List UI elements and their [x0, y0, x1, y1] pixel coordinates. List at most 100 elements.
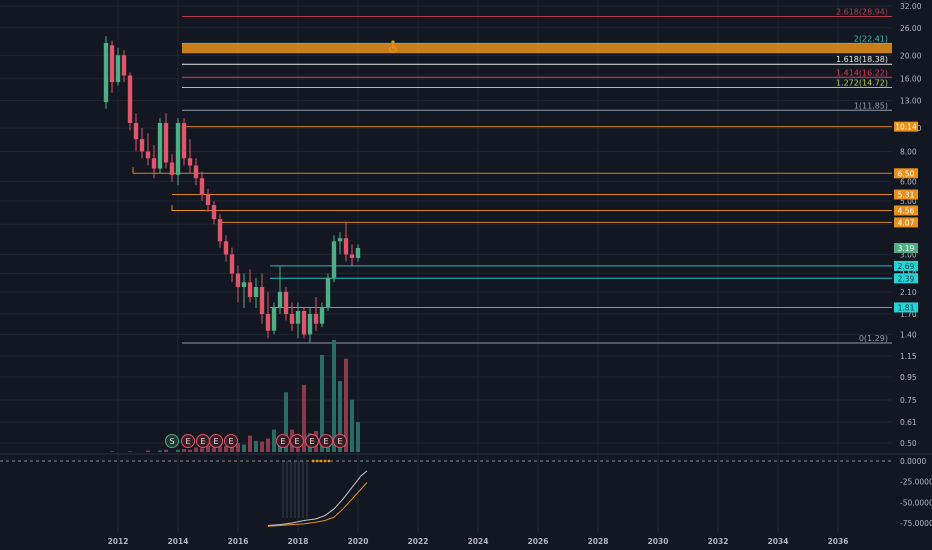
volume-bar [146, 450, 150, 452]
event-marker-earnings[interactable]: E [290, 434, 304, 448]
candle-body [103, 42, 109, 103]
volume-bar [254, 440, 258, 452]
candle-body [181, 122, 187, 159]
event-marker-earnings[interactable]: E [276, 434, 290, 448]
x-axis-tick-label: 2036 [828, 537, 849, 546]
candle-body [205, 194, 211, 206]
x-axis-tick-label: 2016 [228, 537, 249, 546]
candle-body [193, 165, 199, 179]
price-tag [894, 121, 918, 132]
volume-bar [272, 429, 276, 452]
horizontal-levels[interactable] [132, 126, 892, 308]
accessibility-icon[interactable] [389, 40, 398, 53]
candle-body [307, 314, 313, 335]
price-tag [894, 168, 918, 179]
event-marker-earnings[interactable]: E [224, 434, 238, 448]
event-marker-label: E [323, 437, 328, 446]
price-axis-tick-label: 16.00 [900, 75, 922, 84]
event-marker-earnings[interactable]: E [305, 434, 319, 448]
candle-body [325, 277, 331, 309]
event-marker-circle [209, 434, 223, 448]
volume-bar [302, 384, 306, 452]
price-axis-tick-label: 1.40 [900, 330, 917, 339]
fibonacci-levels[interactable]: 2.618(28.94) 2(22.41) 1.618(18.38) 1.414(16… [182, 8, 892, 344]
candle-body [247, 282, 253, 297]
price-axis-tick-label: 8.00 [900, 147, 917, 156]
volume-bar [128, 451, 132, 452]
fib-level-label: 2(22.41) [854, 34, 888, 43]
drawing-icons [389, 40, 398, 53]
event-marker-label: E [200, 437, 205, 446]
oscillator-axis-tick-label: -50.0000 [900, 498, 932, 507]
volume-bar [248, 435, 252, 452]
level-connector [171, 205, 205, 211]
price-candles [103, 36, 361, 343]
event-marker-circle [305, 434, 319, 448]
fib-level-label: 1(11.85) [854, 101, 888, 110]
volume-bar [224, 446, 228, 452]
price-tags: 10.14 6.50 5.31 4.56 4.07 3.19 2.69 2.39 1.81 [894, 121, 918, 313]
candle-body [211, 205, 217, 220]
price-axis-tick-label: 1.15 [900, 352, 917, 361]
candle-body [349, 254, 355, 258]
price-tag-label: 4.56 [898, 206, 915, 215]
oscillator-signal-dot [327, 459, 331, 463]
price-tag-label: 4.07 [898, 218, 915, 227]
candle-body [319, 308, 325, 324]
event-marker-split[interactable]: S [165, 434, 179, 448]
event-marker-earnings[interactable]: E [319, 434, 333, 448]
candle-body [139, 139, 145, 152]
candle-body [115, 55, 121, 83]
volume-bar [158, 450, 162, 452]
candle-body [271, 308, 277, 331]
price-axis-tick-label: 5.00 [900, 197, 917, 206]
volume-bar [320, 354, 324, 452]
candle-body [157, 122, 163, 169]
price-tag-label: 10.14 [895, 123, 917, 132]
x-axis-tick-label: 2028 [588, 537, 609, 546]
candle-body [187, 158, 193, 166]
candle-body [121, 55, 127, 76]
volume-bar [356, 422, 360, 452]
candle-body [169, 162, 175, 175]
event-marker-circle [276, 434, 290, 448]
volume-bar [218, 444, 222, 452]
x-axis-tick-label: 2024 [468, 537, 489, 546]
event-marker-earnings[interactable]: E [333, 434, 347, 448]
event-marker-label: E [309, 437, 314, 446]
x-axis-tick-label: 2026 [528, 537, 549, 546]
price-tag [894, 242, 918, 253]
x-axis-tick-label: 2034 [768, 537, 789, 546]
volume-bar [188, 449, 192, 452]
price-tag [894, 189, 918, 200]
volume-bar [338, 381, 342, 452]
event-marker-earnings[interactable]: E [196, 434, 210, 448]
price-tag-label: 5.31 [898, 191, 915, 200]
candle-body [301, 310, 307, 335]
candle-body [133, 122, 139, 140]
volume-bar [332, 340, 336, 452]
price-axis-tick-label: 32.00 [900, 2, 922, 11]
volume-bar [206, 446, 210, 452]
candle-body [277, 291, 283, 309]
x-axis-tick-label: 2020 [348, 537, 369, 546]
x-axis-tick-label: 2022 [408, 537, 429, 546]
candle-body [151, 158, 157, 169]
fib-zone-band[interactable] [182, 43, 892, 54]
price-axis-tick-label: 2.10 [900, 288, 917, 297]
oscillator-signal-dot [323, 459, 327, 463]
event-marker-earnings[interactable]: E [209, 434, 223, 448]
volume-bar [260, 441, 264, 452]
volume-bar [194, 447, 198, 452]
candle-body [217, 219, 223, 242]
event-marker-earnings[interactable]: E [181, 434, 195, 448]
candle-body [145, 151, 151, 159]
price-tag-label: 2.39 [898, 274, 915, 283]
x-axis-tick-label: 2030 [648, 537, 669, 546]
event-marker-label: E [280, 437, 285, 446]
event-marker-circle [181, 434, 195, 448]
event-marker-circle [224, 434, 238, 448]
volume-bar [344, 358, 348, 452]
